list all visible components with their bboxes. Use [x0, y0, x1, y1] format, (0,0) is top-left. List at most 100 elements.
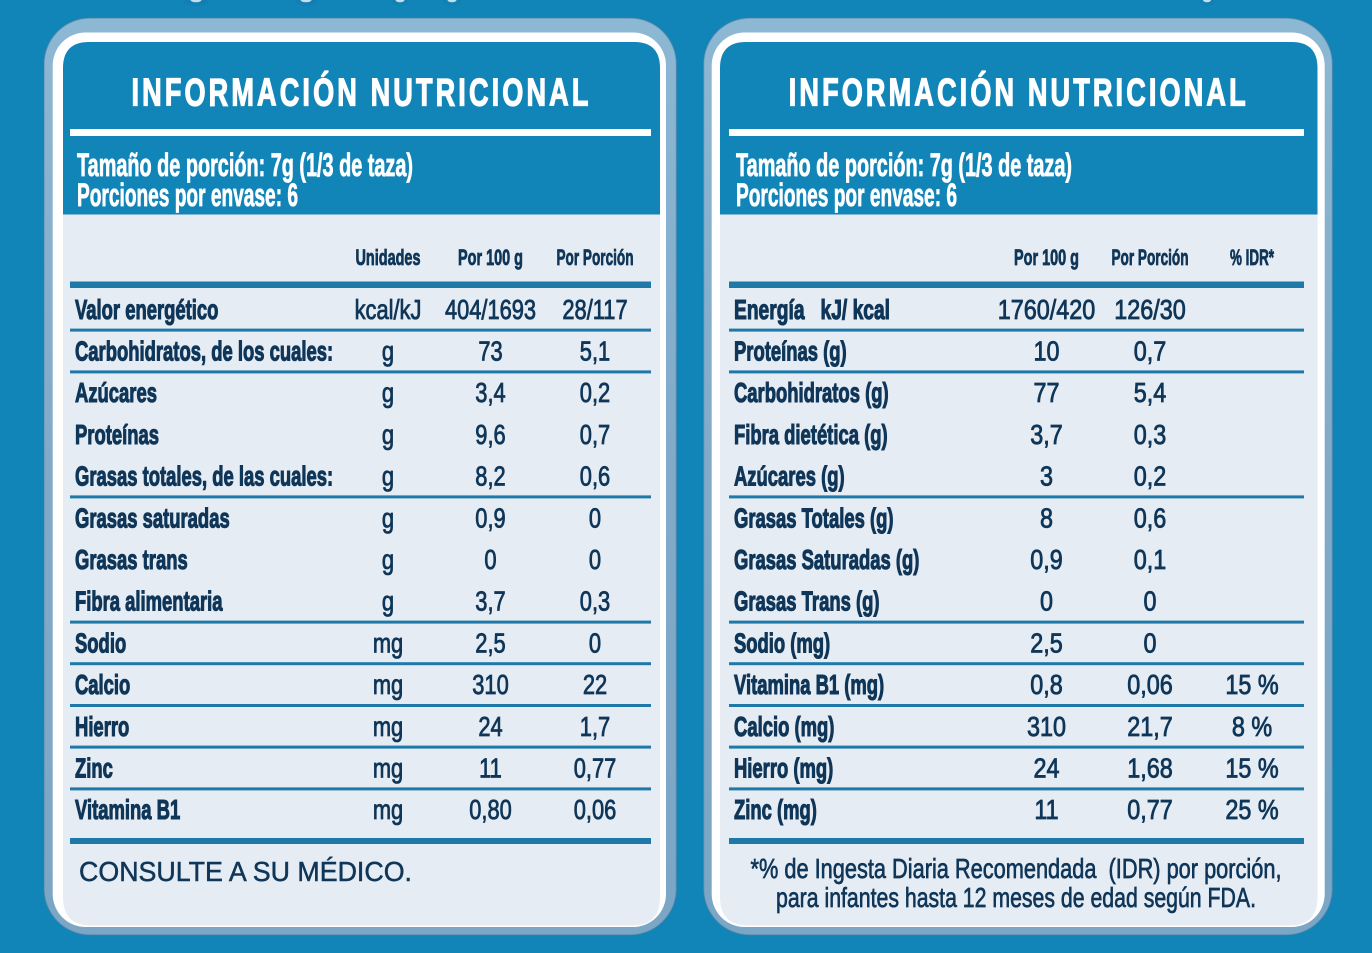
svg-text:Grasas Trans (g): Grasas Trans (g)	[734, 586, 880, 617]
svg-text:0,06: 0,06	[574, 794, 617, 825]
svg-text:mg: mg	[373, 794, 403, 825]
svg-text:3,7: 3,7	[1030, 419, 1063, 450]
svg-text:0,7: 0,7	[1134, 336, 1167, 367]
svg-text:Porciones por envase: 6: Porciones por envase: 6	[736, 177, 957, 213]
svg-text:5,4: 5,4	[1134, 377, 1167, 408]
svg-text:0: 0	[484, 544, 496, 575]
svg-text:8: 8	[1040, 502, 1053, 533]
svg-text:8,2: 8,2	[475, 461, 505, 492]
svg-text:0,2: 0,2	[1134, 461, 1167, 492]
svg-text:g: g	[382, 336, 394, 367]
svg-text:Por 100 g: Por 100 g	[458, 245, 523, 270]
svg-text:24: 24	[478, 711, 502, 742]
svg-text:0,7: 0,7	[580, 419, 610, 450]
svg-text:CONSULTE A SU MÉDICO.: CONSULTE A SU MÉDICO.	[79, 856, 412, 887]
svg-text:mg: mg	[373, 669, 403, 700]
svg-text:0: 0	[1144, 586, 1157, 617]
svg-text:Vitamina B1: Vitamina B1	[75, 794, 180, 825]
svg-text:1,68: 1,68	[1127, 753, 1173, 784]
svg-text:9,6: 9,6	[475, 419, 505, 450]
svg-text:126/30: 126/30	[1114, 294, 1186, 325]
svg-text:Zinc (mg): Zinc (mg)	[734, 794, 817, 825]
svg-text:INFORMACIÓN NUTRICIONAL: INFORMACIÓN NUTRICIONAL	[132, 71, 592, 115]
svg-text:22: 22	[583, 669, 607, 700]
svg-text:Calcio (mg): Calcio (mg)	[734, 711, 834, 742]
svg-text:11: 11	[479, 753, 502, 784]
svg-text:Fibra dietética (g): Fibra dietética (g)	[734, 419, 888, 450]
svg-text:Sodio: Sodio	[75, 627, 126, 658]
svg-text:Carbohidratos, de los cuales:: Carbohidratos, de los cuales:	[75, 336, 333, 367]
svg-text:24: 24	[1034, 753, 1060, 784]
svg-text:g: g	[382, 544, 394, 575]
svg-text:Grasas trans: Grasas trans	[75, 544, 188, 575]
svg-text:Vitamina B1 (mg): Vitamina B1 (mg)	[734, 669, 884, 700]
svg-text:Unidades: Unidades	[356, 245, 421, 270]
svg-text:0: 0	[589, 502, 601, 533]
svg-text:0,9: 0,9	[475, 502, 505, 533]
svg-text:8 %: 8 %	[1232, 711, 1272, 742]
svg-text:3: 3	[1040, 461, 1053, 492]
svg-text:0: 0	[589, 544, 601, 575]
svg-text:mg: mg	[373, 627, 403, 658]
svg-text:Porciones por envase: 6: Porciones por envase: 6	[77, 177, 298, 213]
svg-text:mg: mg	[373, 711, 403, 742]
svg-text:Por 100 g: Por 100 g	[1014, 245, 1079, 270]
svg-text:3,7: 3,7	[475, 586, 505, 617]
svg-text:para infantes hasta 12 meses d: para infantes hasta 12 meses de edad seg…	[776, 882, 1256, 913]
svg-text:% IDR*: % IDR*	[1230, 245, 1274, 270]
svg-text:INFORMACIÓN NUTRICIONAL: INFORMACIÓN NUTRICIONAL	[789, 71, 1249, 115]
svg-text:Grasas totales, de las cuales:: Grasas totales, de las cuales:	[75, 461, 333, 492]
svg-text:g: g	[382, 377, 394, 408]
svg-text:Valor energético: Valor energético	[75, 294, 218, 325]
svg-text:0: 0	[1040, 586, 1053, 617]
svg-text:28/117: 28/117	[562, 294, 627, 325]
svg-text:0,2: 0,2	[580, 377, 610, 408]
svg-text:0,3: 0,3	[1134, 419, 1167, 450]
svg-text:Tamaño de porción: 7g (1/3 de: Tamaño de porción: 7g (1/3 de taza)	[77, 147, 413, 183]
svg-text:15 %: 15 %	[1225, 753, 1278, 784]
svg-text:0,06: 0,06	[1127, 669, 1173, 700]
svg-text:*% de Ingesta Diaria Recomenda: *% de Ingesta Diaria Recomendada (IDR) p…	[751, 853, 1282, 884]
svg-text:0: 0	[589, 627, 601, 658]
svg-text:Azúcares (g): Azúcares (g)	[734, 461, 845, 492]
svg-text:0,9: 0,9	[1030, 544, 1063, 575]
svg-text:Grasas Totales (g): Grasas Totales (g)	[734, 502, 894, 533]
svg-text:mg: mg	[373, 753, 403, 784]
svg-text:Energía kJ/ kcal: Energía kJ/ kcal	[734, 294, 890, 325]
svg-text:Carbohidratos (g): Carbohidratos (g)	[734, 377, 889, 408]
svg-text:10: 10	[1034, 336, 1060, 367]
svg-text:310: 310	[1027, 711, 1066, 742]
svg-text:Tamaño de porción: 7g (1/3 de: Tamaño de porción: 7g (1/3 de taza)	[736, 147, 1072, 183]
svg-text:77: 77	[1034, 377, 1060, 408]
svg-text:1,7: 1,7	[580, 711, 610, 742]
svg-text:g: g	[382, 419, 394, 450]
svg-text:g: g	[382, 586, 394, 617]
svg-text:11: 11	[1034, 794, 1058, 825]
svg-text:g: g	[382, 502, 394, 533]
svg-text:Grasas saturadas: Grasas saturadas	[75, 502, 230, 533]
svg-text:0,80: 0,80	[469, 794, 512, 825]
svg-text:0,77: 0,77	[574, 753, 617, 784]
svg-text:0,6: 0,6	[580, 461, 610, 492]
svg-text:0: 0	[1144, 627, 1157, 658]
svg-text:Zinc: Zinc	[75, 753, 113, 784]
svg-text:Hierro (mg): Hierro (mg)	[734, 753, 833, 784]
svg-text:2,5: 2,5	[475, 627, 505, 658]
svg-text:0,6: 0,6	[1134, 502, 1167, 533]
svg-text:kcal/kJ: kcal/kJ	[355, 294, 422, 325]
svg-text:Por Porción: Por Porción	[1112, 245, 1189, 270]
svg-text:15 %: 15 %	[1225, 669, 1278, 700]
svg-text:g: g	[382, 461, 394, 492]
svg-text:21,7: 21,7	[1127, 711, 1173, 742]
svg-text:310: 310	[472, 669, 509, 700]
svg-text:Hierro: Hierro	[75, 711, 129, 742]
svg-text:Proteínas: Proteínas	[75, 419, 159, 450]
svg-text:Calcio: Calcio	[75, 669, 130, 700]
svg-text:5,1: 5,1	[580, 336, 610, 367]
svg-text:1760/420: 1760/420	[998, 294, 1096, 325]
svg-text:0,8: 0,8	[1030, 669, 1063, 700]
svg-text:3,4: 3,4	[475, 377, 505, 408]
svg-text:Proteínas (g): Proteínas (g)	[734, 336, 847, 367]
svg-text:0,1: 0,1	[1134, 544, 1167, 575]
svg-text:25 %: 25 %	[1225, 794, 1278, 825]
